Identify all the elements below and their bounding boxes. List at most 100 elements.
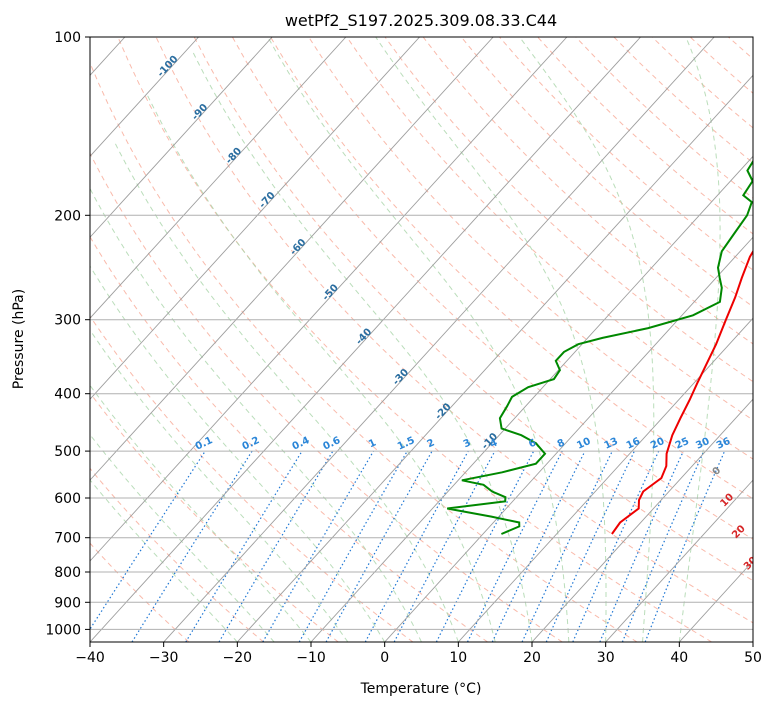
dry-adiabat-line: [90, 542, 190, 642]
mixing-ratio-line: [262, 450, 375, 642]
plot-frame: [89, 36, 754, 643]
y-tick-label: 200: [54, 208, 81, 224]
x-tick-label: 20: [523, 650, 541, 666]
isotherm-line: [90, 37, 568, 562]
mixing-ratio-label: 20: [649, 436, 666, 452]
x-tick-label: −40: [75, 650, 105, 666]
moist-adiabat-line: [678, 37, 721, 642]
mixing-ratio-label: 30: [694, 436, 711, 452]
isotherm-label: -30: [391, 367, 411, 388]
dewpoint-profile-line: [447, 159, 753, 535]
mixing-ratio-line: [599, 450, 684, 642]
mixing-ratio-label: 3: [462, 437, 473, 450]
y-tick-label: 900: [54, 595, 81, 611]
isotherm-line: [90, 37, 420, 400]
dry-adiabat-label: 0: [711, 465, 724, 478]
x-tick-label: 0: [380, 650, 389, 666]
x-tick-label: −10: [296, 650, 326, 666]
y-tick-label: 500: [54, 444, 81, 460]
y-tick-label: 700: [54, 531, 81, 547]
mixing-ratio-line: [325, 450, 433, 642]
dry-adiabat-line: [193, 37, 753, 582]
isotherm-line: [457, 317, 753, 642]
moist-adiabat-line: [375, 37, 607, 642]
mixing-ratio-label: 10: [575, 436, 592, 452]
mixing-ratio-line: [572, 450, 660, 642]
plot-area: -100-90-80-70-60-50-40-30-20-100.1 0.2 0.4…: [90, 37, 775, 642]
isotherm-line: [310, 155, 753, 642]
isotherm-line: [531, 398, 753, 642]
dry-adiabat-line: [346, 37, 753, 421]
moist-adiabat-line: [267, 37, 570, 642]
moist-adiabat-line: [113, 141, 459, 642]
mixing-ratio-line: [545, 450, 635, 642]
mixing-ratio-label: 0.6: [321, 435, 342, 452]
dry-adiabat-line: [728, 37, 753, 60]
isotherm-line: [605, 479, 753, 642]
isotherm-line: [752, 641, 753, 642]
mixing-ratio-label: 0.4: [291, 435, 312, 452]
dry-adiabat-line: [90, 392, 339, 642]
moist-adiabat-line: [90, 265, 386, 642]
chart-title: wetPf2_S197.2025.309.08.33.C44: [285, 11, 557, 31]
dry-adiabat-line: [90, 467, 264, 642]
moist-adiabat-line: [90, 187, 422, 642]
isotherm-label: -20: [433, 401, 453, 422]
isotherm-label: -50: [321, 282, 341, 303]
isotherm-line: [236, 74, 753, 642]
isotherm-label: -60: [288, 237, 308, 258]
y-tick-label: 800: [54, 565, 81, 581]
dry-adiabat-line: [537, 37, 753, 235]
x-tick-label: 40: [670, 650, 688, 666]
mixing-ratio-label: 4: [488, 437, 499, 450]
mixing-ratio-label: 0.1: [194, 435, 215, 452]
mixing-ratio-label: 36: [715, 436, 732, 452]
mixing-ratio-line: [466, 450, 563, 642]
moist-adiabat-line: [90, 329, 349, 642]
x-tick-label: −20: [223, 650, 253, 666]
y-tick-label: 100: [54, 30, 81, 46]
mixing-ratio-line: [185, 450, 303, 642]
dry-adiabat-label: 30: [742, 555, 760, 573]
mixing-ratio-label: 8: [556, 437, 567, 450]
mixing-ratio-line: [393, 450, 496, 642]
mixing-ratio-label: 2: [426, 437, 437, 450]
x-axis-label: Temperature (°C): [360, 681, 482, 697]
mixing-ratio-line: [298, 450, 408, 642]
dry-adiabat-line: [651, 37, 753, 129]
dry-adiabat-line: [689, 37, 753, 94]
x-tick-label: 50: [744, 650, 762, 666]
y-tick-label: 300: [54, 313, 81, 329]
isotherm-line: [90, 37, 199, 157]
isotherm-label: -70: [257, 190, 277, 211]
dry-adiabat-line: [155, 37, 753, 624]
dry-adiabat-label: 40: [752, 584, 770, 602]
mixing-ratio-line: [491, 450, 586, 642]
isotherm-line: [90, 37, 641, 642]
isotherm-line: [90, 37, 494, 481]
y-tick-label: 600: [54, 491, 81, 507]
y-tick-label: 400: [54, 387, 81, 403]
mixing-ratio-line: [621, 450, 705, 642]
mixing-ratio-label: 16: [625, 436, 642, 452]
dry-adiabat-line: [270, 37, 753, 500]
dry-adiabat-line: [460, 37, 753, 308]
isotherm-line: [90, 37, 273, 238]
mixing-ratio-label: 1: [367, 437, 378, 450]
mixing-ratio-label: 13: [603, 436, 620, 452]
isotherm-line: [90, 37, 347, 319]
moist-adiabat-line: [519, 37, 655, 642]
dry-adiabat-line: [90, 315, 414, 642]
dry-adiabat-line: [767, 37, 775, 642]
isotherm-label: -40: [354, 327, 374, 348]
dry-adiabat-line: [384, 37, 753, 383]
moist-adiabat-line: [90, 384, 312, 642]
isotherm-label: -90: [190, 102, 210, 123]
x-tick-label: 10: [449, 650, 467, 666]
temperature-profile-line: [611, 249, 753, 535]
dry-adiabat-line: [90, 152, 563, 642]
mixing-ratio-line: [131, 450, 253, 642]
isotherm-label: -100: [156, 54, 181, 80]
x-tick-label: −30: [149, 650, 179, 666]
axes: −40 −30 −20 −10 0 10 20 30 40 5010020030040050060…: [45, 30, 762, 666]
